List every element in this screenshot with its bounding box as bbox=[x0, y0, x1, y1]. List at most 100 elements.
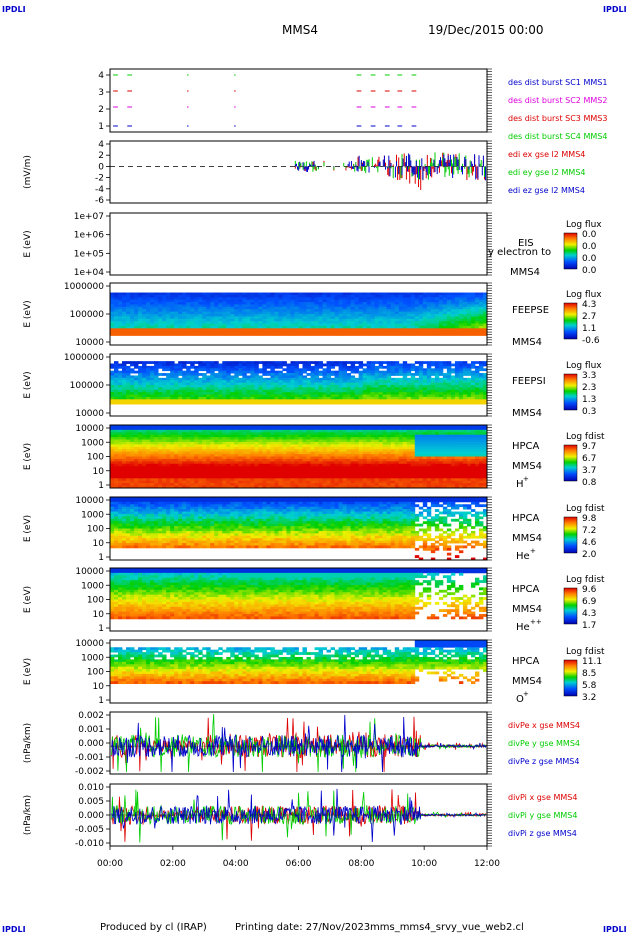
hpca-h-cell bbox=[246, 468, 251, 472]
feepsi-cell bbox=[194, 385, 199, 388]
feepse-cell bbox=[458, 318, 464, 322]
feepsi-cell bbox=[334, 380, 340, 384]
feepsi-cell bbox=[134, 399, 139, 403]
hpca-h-cell bbox=[154, 427, 159, 431]
feepsi-cell bbox=[202, 392, 207, 395]
feepse-cell bbox=[350, 323, 356, 327]
hpca-h-cell bbox=[162, 441, 167, 445]
feepsi-cell bbox=[202, 368, 207, 372]
hpca-h-cell bbox=[258, 437, 263, 440]
hpca-h-cell bbox=[150, 468, 155, 472]
feepse-cell bbox=[310, 297, 315, 301]
feepse-cell bbox=[342, 309, 348, 313]
feepsi-cell bbox=[170, 365, 175, 369]
feepse-cell bbox=[162, 318, 167, 322]
feepse-cell bbox=[470, 318, 476, 322]
feepsi-cell bbox=[358, 392, 364, 395]
hpca-h-cell bbox=[278, 473, 283, 477]
hpca-h-cell bbox=[206, 456, 211, 460]
hpca-h-cell bbox=[218, 446, 223, 450]
feepse-cell bbox=[322, 330, 327, 334]
feepse-cell bbox=[154, 292, 159, 296]
feepsi-cell bbox=[234, 396, 239, 400]
feepse-cell bbox=[446, 302, 452, 305]
feepsi-cell bbox=[158, 380, 163, 384]
feepsi-cell bbox=[194, 394, 199, 398]
feepsi-cell bbox=[398, 373, 404, 376]
feepsi-cell bbox=[206, 401, 211, 405]
feepsi-cell bbox=[302, 399, 307, 403]
feepsi-cell bbox=[194, 401, 199, 405]
feepse-cell bbox=[446, 299, 452, 303]
feepse-cell bbox=[110, 314, 115, 317]
feepse-cell bbox=[218, 302, 223, 305]
feepse-cell bbox=[294, 306, 299, 310]
feepse-cell bbox=[334, 299, 340, 303]
hpca-h-cell bbox=[206, 473, 211, 477]
feepsi-cell bbox=[174, 377, 179, 381]
feepse-cell bbox=[234, 316, 239, 320]
feepse-cell bbox=[278, 318, 283, 322]
feepsi-cell bbox=[446, 365, 452, 369]
feepse-cell bbox=[374, 302, 380, 305]
feepse-cell bbox=[210, 316, 215, 320]
feepsi-cell bbox=[242, 389, 247, 393]
hpca-h-cell bbox=[126, 458, 131, 462]
feepsi-cell bbox=[266, 361, 271, 364]
feepse-cell bbox=[166, 318, 171, 322]
feepsi-cell bbox=[350, 394, 356, 398]
feepsi-cell bbox=[230, 389, 235, 393]
hpca-h-cell bbox=[118, 466, 123, 470]
feepsi-cell bbox=[122, 380, 127, 384]
hpca-h-cell bbox=[226, 478, 231, 482]
feepse-cell bbox=[158, 304, 163, 308]
hpca-h-cell bbox=[194, 471, 199, 474]
hpca-h-cell bbox=[222, 441, 227, 445]
feepse-cell bbox=[294, 297, 299, 301]
feepse-cell bbox=[462, 314, 468, 317]
feepse-cell bbox=[250, 314, 255, 317]
hpca-h-cell bbox=[114, 458, 119, 462]
feepsi-cell bbox=[286, 394, 291, 398]
feepse-cell bbox=[178, 321, 183, 324]
feepse-cell bbox=[478, 321, 484, 324]
feepse-cell bbox=[450, 328, 456, 332]
feepse-cell bbox=[398, 292, 404, 296]
feepse-cell bbox=[434, 306, 440, 310]
feepse-cell bbox=[114, 294, 119, 298]
hpca-h-cell bbox=[142, 471, 147, 474]
feepse-cell bbox=[442, 304, 448, 308]
feepse-cell bbox=[298, 304, 303, 308]
feepse-cell bbox=[126, 309, 131, 313]
feepse-cell bbox=[478, 330, 484, 334]
feepsi-cell bbox=[318, 363, 323, 367]
hpca-h-cell bbox=[270, 475, 275, 479]
hpca-h-cell bbox=[174, 458, 179, 462]
feepse-cell bbox=[150, 321, 155, 324]
feepsi-cell bbox=[286, 365, 291, 369]
feepse-cell bbox=[138, 297, 143, 301]
feepsi-cell bbox=[130, 396, 135, 400]
feepse-cell bbox=[178, 318, 183, 322]
hpca-h-cell bbox=[126, 468, 131, 472]
feepse-cell bbox=[198, 311, 203, 315]
eis-colorbar-title: Log flux bbox=[566, 220, 602, 230]
hpca-h-cell bbox=[194, 483, 199, 486]
feepsi-cell bbox=[226, 394, 231, 398]
feepse-cell bbox=[286, 316, 291, 320]
feepsi-cell bbox=[478, 361, 484, 364]
hpca-h-cell bbox=[190, 441, 195, 445]
hpca-h-cell bbox=[270, 461, 275, 465]
hpca-h-cell bbox=[282, 444, 287, 448]
feepsi-cell bbox=[154, 396, 159, 400]
feepse-cell bbox=[386, 309, 392, 313]
feepse-cell bbox=[142, 299, 147, 303]
hpca-h-cell bbox=[190, 454, 195, 457]
feepsi-cell bbox=[314, 380, 319, 384]
feepse-cell bbox=[366, 314, 372, 317]
feepse-cell bbox=[246, 294, 251, 298]
feepsi-cell bbox=[234, 401, 239, 405]
feepsi-cell bbox=[222, 399, 227, 403]
feepsi-cell bbox=[250, 377, 255, 381]
feepse-cell bbox=[438, 311, 444, 315]
